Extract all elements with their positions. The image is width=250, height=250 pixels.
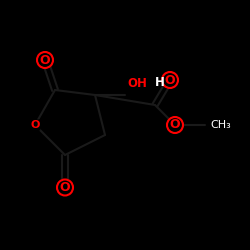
Circle shape [162, 72, 178, 88]
Text: OH: OH [128, 77, 148, 90]
Circle shape [37, 52, 53, 68]
Text: O: O [30, 120, 40, 130]
Text: O: O [60, 181, 70, 194]
Text: CH₃: CH₃ [210, 120, 231, 130]
Circle shape [167, 117, 183, 133]
Text: O: O [40, 54, 50, 66]
Text: O: O [165, 74, 175, 86]
Circle shape [57, 180, 73, 196]
Text: O: O [170, 118, 180, 132]
Text: H: H [155, 76, 165, 89]
